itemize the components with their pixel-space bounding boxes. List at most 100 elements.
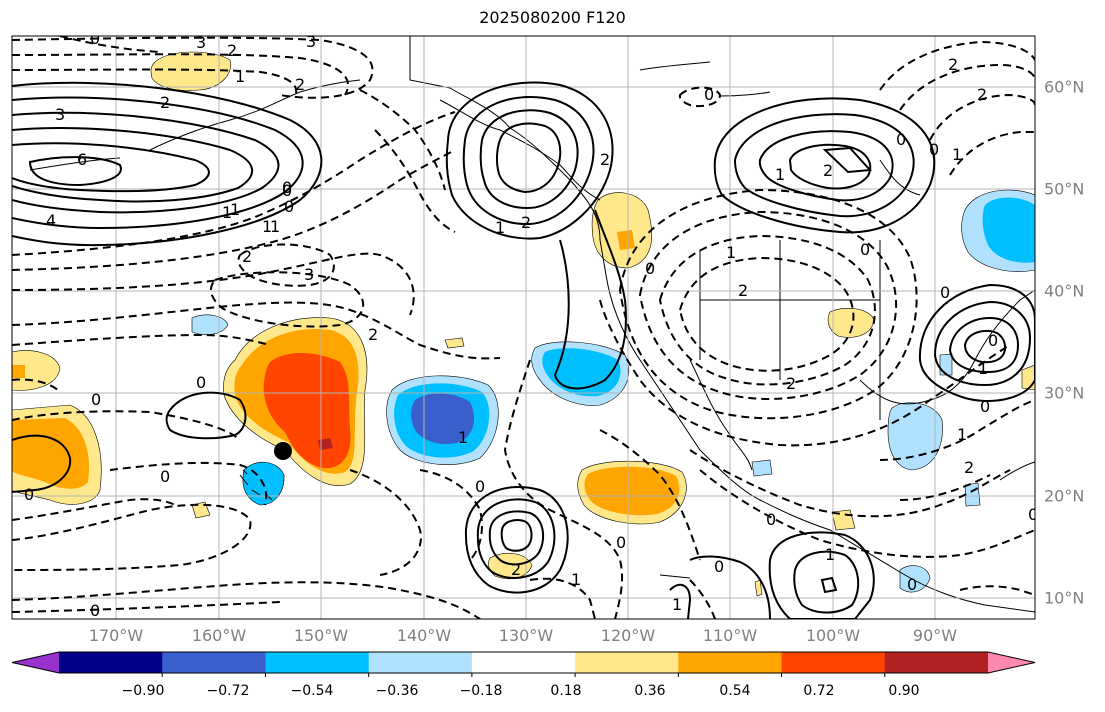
contour-label: 6 [77,150,87,169]
contour-label: 1 [775,165,785,184]
contour-label: 0 [90,29,100,48]
contour-label: 1 [825,545,835,564]
colorbar-tick-label: −0.36 [375,683,419,699]
contour-label: 1 [957,425,967,444]
contour-label: 0 [907,575,917,594]
contour-label: 1 [230,200,240,219]
lat-label: 60°N [1044,77,1085,97]
contour-label: 0 [91,390,101,409]
contour-label: 0 [988,331,998,350]
colorbar-extend-max [988,652,1035,673]
contour-label: 0 [475,477,485,496]
colorbar-tick-label: −0.18 [459,683,503,699]
map-frame [11,35,1036,620]
contour-label: 2 [511,560,521,579]
colorbar-segment [162,652,266,673]
colorbar-segment [781,652,886,673]
colorbar-tick-label: −0.72 [206,683,250,699]
lat-label: 30°N [1044,383,1085,403]
location-marker [274,442,292,460]
colorbar-tick-label: 0.18 [550,683,582,699]
colorbar-segment [265,652,370,673]
contour-label: 2 [738,281,748,300]
contour-label: 0 [704,85,714,104]
colorbar-tick-label: 0.90 [888,683,920,699]
contour-label: 0 [284,197,294,216]
contour-label: 0 [196,373,206,392]
rockies-low-dashed [678,256,855,372]
contour-label: 0 [160,467,170,486]
dashed-contours [12,36,1035,619]
contour-label: 2 [823,161,833,180]
lat-label: 10°N [1044,588,1085,608]
gulf-alaska-high [445,81,614,240]
contour-label: 0 [766,510,776,529]
lat-label: 20°N [1044,486,1085,506]
lon-label: 170°W [88,626,144,645]
west-pacific-high [12,81,323,247]
contour-label: 4 [46,211,56,230]
contour-label: 1 [571,570,581,589]
lat-label: 50°N [1044,179,1085,199]
contour-label: 2 [295,75,305,94]
map-area: 3 2 1 3 2 0 6 3 2 1 0 1 2 1 0 2 4 1 0 1 … [12,29,1035,620]
subtropical-high [464,485,569,594]
contour-label: 0 [940,283,950,302]
contour-label: 2 [160,93,170,112]
contour-label: 1 [458,428,468,447]
contour-label: 1 [952,145,962,164]
contour-label: 2 [600,150,610,169]
colorbar-segment [59,652,163,673]
contour-label: 2 [227,41,237,60]
contour-label: 2 [786,374,796,393]
gridlines [12,36,1035,619]
colorbar [11,651,1036,677]
shaded-anomalies [12,51,1035,597]
lon-label: 150°W [293,626,349,645]
lon-label: 90°W [912,626,958,645]
contour-label: 2 [964,458,974,477]
contour-label: 0 [282,181,292,200]
contour-label: 0 [282,178,292,197]
contour-label: 3 [55,105,65,124]
colorbar-tick-label: 0.72 [803,683,835,699]
contour-label: 0 [860,240,870,259]
contour-label: 0 [90,601,100,620]
central-low-dashed [237,243,335,287]
contour-labels: 3 2 1 3 2 0 6 3 2 1 0 1 2 1 0 2 4 1 0 1 … [24,29,1035,620]
contour-label: 0 [616,533,626,552]
contour-label: 1 [235,67,245,86]
colorbar-outline [11,651,1036,674]
colorbar-segment [678,652,783,673]
contour-label: 2 [948,55,958,74]
lon-label: 130°W [498,626,554,645]
colorbar-segment [575,652,679,673]
contour-label: 1 [726,243,736,262]
contour-label: 0 [896,130,906,149]
contour-label: 1 [222,203,232,222]
contour-label: 0 [24,485,34,504]
lon-label: 140°W [396,626,452,645]
lat-label: 40°N [1044,281,1085,301]
coastlines [29,36,1035,613]
contour-label: 0 [980,397,990,416]
central-canada-high [713,97,936,234]
colorbar-tick-label: −0.90 [121,683,165,699]
contour-label: 2 [368,325,378,344]
contour-label: 3 [306,32,316,51]
contour-label: 0 [929,140,939,159]
map-title: 2025080200 F120 [479,8,626,27]
contour-label: 1 [978,359,988,378]
contour-label: 2 [977,85,987,104]
lon-label: 160°W [191,626,247,645]
colorbar-tick-label: 0.36 [634,683,666,699]
lon-label: 100°W [805,626,861,645]
colorbar-segment [884,652,989,673]
contour-label: 3 [304,265,314,284]
positive-anomaly-west2 [12,350,61,391]
contour-label: 3 [196,33,206,52]
lon-label: 110°W [702,626,758,645]
colorbar-extend-min [12,652,59,673]
contour-label: 2 [521,213,531,232]
